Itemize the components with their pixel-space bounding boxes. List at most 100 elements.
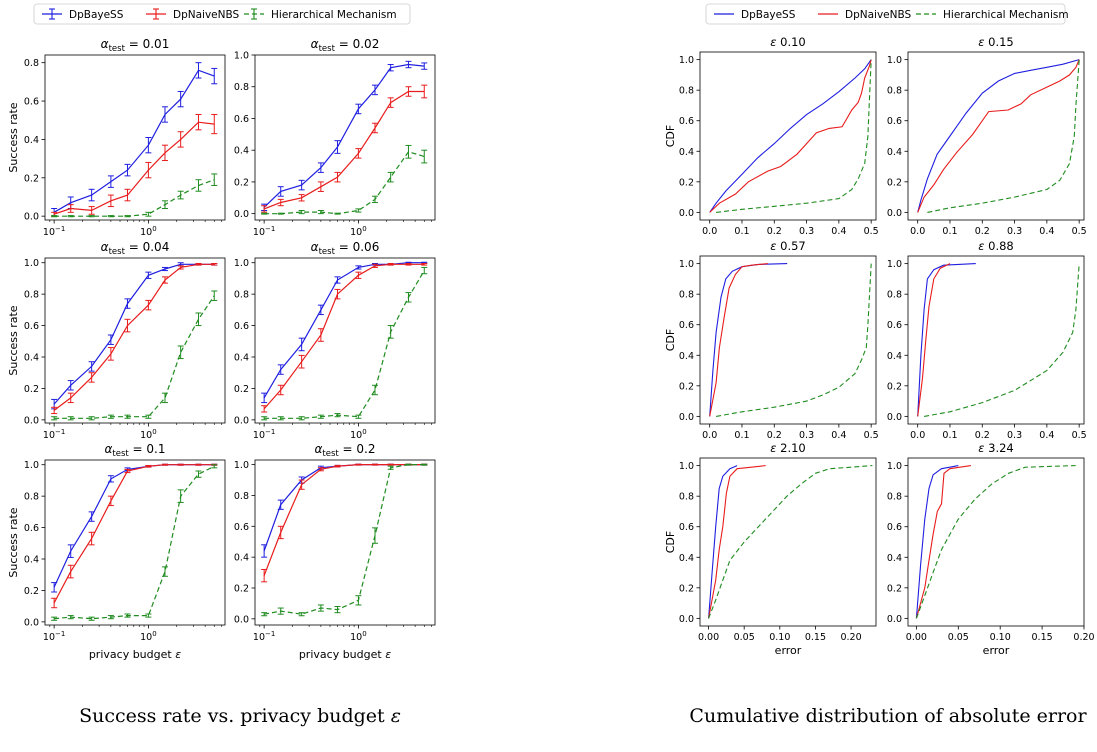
subplot-eps-2.10: ε 2.10 0.0 0.2 0.4 0.6 0.8 1.0 0.00 0.05 0.10 0.15… bbox=[664, 441, 877, 657]
y-tick-label: 1.0 bbox=[679, 259, 694, 270]
y-tick-label: 1.0 bbox=[234, 51, 249, 62]
subplot-title: αtest = 0.01 bbox=[101, 37, 170, 54]
x-tick-label: 0.2 bbox=[767, 430, 782, 441]
series-line bbox=[263, 262, 425, 399]
x-tick-label: 0.15 bbox=[1032, 632, 1053, 643]
series-hierarchical-mechanism bbox=[915, 465, 1076, 619]
subplot-title: ε 3.24 bbox=[978, 441, 1013, 455]
series-dpnaivenbs bbox=[261, 263, 428, 413]
y-tick-label: 0.2 bbox=[234, 583, 249, 594]
y-tick-label: 0.0 bbox=[24, 617, 39, 628]
plot-frame bbox=[907, 255, 1085, 425]
subplot-title: αtest = 0.02 bbox=[311, 37, 380, 54]
y-tick-label: 0.8 bbox=[887, 86, 902, 97]
series-dpnaivenbs bbox=[917, 59, 1080, 213]
series-line bbox=[263, 63, 425, 208]
legend-label: DpNaiveNBS bbox=[173, 9, 240, 21]
legend-entry-dpbayess: DpBayeSS bbox=[42, 8, 124, 21]
x-tick-label: 0.1 bbox=[734, 430, 749, 441]
y-tick-label: 1.0 bbox=[24, 258, 39, 269]
x-axis-label: privacy budget ε bbox=[89, 648, 181, 661]
series-dpnaivenbs bbox=[51, 263, 218, 415]
series-hierarchical-mechanism bbox=[716, 263, 872, 417]
x-tick-label: 10−1 bbox=[253, 428, 275, 441]
y-tick-label: 0.8 bbox=[24, 492, 39, 503]
subplot-title: ε 0.88 bbox=[978, 239, 1013, 253]
y-tick-label: 0.0 bbox=[24, 212, 39, 223]
x-tick-label: 0.00 bbox=[906, 632, 927, 643]
x-tick-label: 0.15 bbox=[805, 632, 826, 643]
series-line bbox=[264, 151, 425, 215]
y-tick-label: 0.0 bbox=[679, 208, 694, 219]
y-tick-label: 0.6 bbox=[887, 320, 902, 331]
x-tick-label: 10−1 bbox=[43, 630, 65, 643]
y-tick-label: 0.4 bbox=[887, 351, 902, 362]
series-hierarchical-mechanism bbox=[261, 144, 428, 215]
x-tick-label: 0.4 bbox=[1039, 226, 1054, 237]
x-tick-label: 0.0 bbox=[702, 226, 717, 237]
x-tick-label: 100 bbox=[140, 428, 157, 441]
y-tick-label: 0.4 bbox=[679, 351, 694, 362]
legend-label: Hierarchical Mechanism bbox=[943, 9, 1069, 21]
legend-entry-hierarchical-mechanism: Hierarchical Mechanism bbox=[244, 8, 397, 21]
legend-right: DpBayeSS DpNaiveNBS Hierarchical Mechanism bbox=[705, 3, 1069, 25]
x-tick-label: 0.5 bbox=[864, 226, 879, 237]
y-tick-label: 0.2 bbox=[24, 384, 39, 395]
subplot-alpha-0.1: αtest = 0.1 0.0 0.2 0.4 0.6 0.8 1.0 10−1 100 Succ… bbox=[7, 442, 226, 661]
y-tick-label: 0.0 bbox=[234, 209, 249, 220]
x-tick-label: 0.10 bbox=[769, 632, 790, 643]
y-tick-label: 0.8 bbox=[24, 58, 39, 69]
y-tick-label: 1.0 bbox=[887, 461, 902, 472]
x-tick-label: 0.2 bbox=[767, 226, 782, 237]
series-dpbayess bbox=[708, 465, 738, 619]
y-tick-label: 0.4 bbox=[679, 147, 694, 158]
y-tick-label: 0.0 bbox=[234, 614, 249, 625]
subplot-title: αtest = 0.1 bbox=[104, 442, 165, 459]
series-line bbox=[263, 464, 425, 615]
series-dpnaivenbs bbox=[709, 263, 768, 417]
x-tick-label: 0.05 bbox=[734, 632, 755, 643]
x-tick-label: 0.0 bbox=[702, 430, 717, 441]
plot-frame bbox=[44, 54, 226, 221]
y-tick-label: 0.0 bbox=[234, 415, 249, 426]
y-tick-label: 0.2 bbox=[234, 384, 249, 395]
y-axis-label: CDF bbox=[664, 125, 677, 147]
y-tick-label: 1.0 bbox=[234, 460, 249, 471]
x-tick-label: 100 bbox=[140, 225, 157, 238]
caption-right: Cumulative distribution of absolute erro… bbox=[689, 705, 1087, 727]
x-tick-label: 100 bbox=[350, 630, 367, 643]
y-tick-label: 0.8 bbox=[679, 492, 694, 503]
series-hierarchical-mechanism bbox=[708, 465, 873, 619]
y-tick-label: 1.0 bbox=[679, 55, 694, 66]
y-tick-label: 1.0 bbox=[679, 461, 694, 472]
series-line bbox=[263, 263, 425, 410]
series-hierarchical-mechanism bbox=[927, 59, 1080, 213]
x-tick-label: 0.00 bbox=[698, 632, 719, 643]
y-tick-label: 0.2 bbox=[24, 586, 39, 597]
subplot-title: ε 2.10 bbox=[770, 441, 805, 455]
x-tick-label: 0.3 bbox=[1007, 430, 1022, 441]
subplot-eps-0.88: ε 0.88 0.0 0.2 0.4 0.6 0.8 1.0 0.0 0.1 0.2 0.3 0.4 0… bbox=[887, 239, 1087, 441]
y-tick-label: 0.2 bbox=[24, 173, 39, 184]
series-dpnaivenbs bbox=[709, 59, 872, 213]
y-tick-label: 0.2 bbox=[679, 177, 694, 188]
series-line bbox=[53, 69, 215, 213]
series-dpnaivenbs bbox=[261, 463, 428, 583]
y-tick-label: 0.6 bbox=[679, 116, 694, 127]
x-tick-label: 0.05 bbox=[948, 632, 969, 643]
series-line bbox=[54, 295, 215, 419]
series-dpnaivenbs bbox=[708, 465, 766, 619]
x-tick-label: 10−1 bbox=[253, 630, 275, 643]
subplot-alpha-0.2: αtest = 0.2 0.0 0.2 0.4 0.6 0.8 1.0 10−1 100 priv… bbox=[234, 442, 436, 661]
series-line bbox=[264, 270, 425, 419]
plot-frame bbox=[44, 459, 226, 626]
subplot-alpha-0.06: αtest = 0.06 0.0 0.2 0.4 0.6 0.8 1.0 10−1 100 bbox=[234, 240, 436, 441]
x-tick-label: 100 bbox=[350, 428, 367, 441]
y-tick-label: 0.6 bbox=[887, 116, 902, 127]
y-axis-label: Success rate bbox=[7, 507, 20, 577]
y-tick-label: 0.4 bbox=[24, 353, 39, 364]
x-tick-label: 0.1 bbox=[734, 226, 749, 237]
plot-frame bbox=[699, 51, 877, 221]
y-tick-label: 0.2 bbox=[679, 381, 694, 392]
